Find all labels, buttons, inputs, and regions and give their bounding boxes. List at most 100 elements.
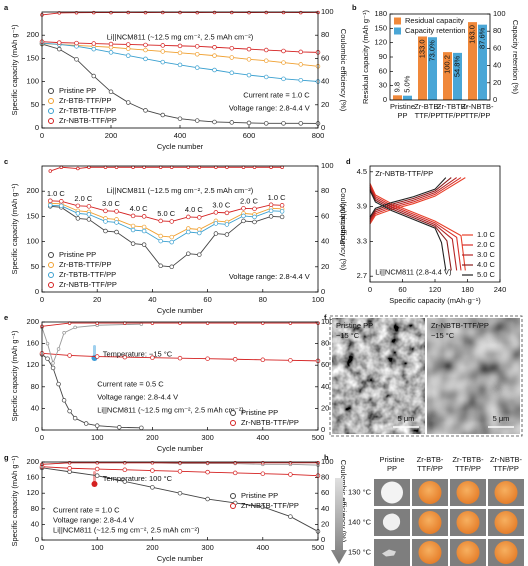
bar-value-label: 54.8%	[452, 56, 461, 78]
bar	[428, 37, 437, 100]
data-point	[62, 331, 66, 335]
y2-tick-label: 60	[321, 211, 329, 220]
x-tick-label: 60	[203, 295, 211, 304]
column-header: PP	[387, 464, 397, 473]
rate-label: 3.0 C	[102, 199, 121, 208]
data-point	[48, 198, 53, 204]
series-line	[369, 177, 466, 271]
data-point	[260, 471, 266, 476]
data-point	[158, 238, 163, 244]
legend-marker	[48, 272, 54, 278]
data-point	[114, 229, 119, 235]
data-point	[150, 468, 155, 473]
separator-disc	[381, 481, 403, 504]
data-point	[122, 467, 128, 473]
y2-tick-label: 80	[321, 339, 329, 348]
data-point	[122, 479, 128, 484]
data-point	[75, 203, 81, 209]
data-point	[241, 218, 246, 224]
y2-tick-label: 100	[321, 161, 334, 170]
y2-tick-label: 20	[321, 100, 329, 109]
x-tick-label: 240	[494, 285, 507, 294]
sem-image	[332, 318, 425, 434]
y-tick-label: 120	[26, 488, 39, 497]
y-tick-label: 100	[26, 237, 39, 246]
data-point	[213, 210, 219, 215]
x-tick-label: 100	[91, 433, 104, 442]
y-tick-label: 0	[35, 123, 39, 132]
series-line	[369, 177, 458, 271]
category-label: Zr-BTB-	[414, 102, 441, 111]
panel-label: g	[4, 453, 9, 462]
data-point	[298, 121, 304, 126]
y2-tick-label: 80	[321, 473, 329, 482]
plot-frame	[41, 165, 319, 293]
separator-disc	[456, 481, 480, 504]
data-point	[59, 203, 64, 209]
separator-disc	[456, 511, 480, 534]
data-point	[177, 355, 183, 361]
bar-value-label: 5.0%	[402, 75, 411, 92]
panel-label: d	[346, 157, 351, 166]
data-point	[169, 219, 174, 224]
legend-label: Pristine PP	[59, 250, 96, 259]
data-point	[125, 46, 131, 51]
y-tick-label: 0	[383, 95, 387, 104]
data-point	[229, 120, 235, 125]
legend-marker	[230, 420, 236, 426]
panel-label: c	[4, 157, 8, 166]
bar	[443, 52, 452, 100]
legend-label: Zr-NBTB-TTF/PP	[59, 280, 117, 289]
data-point	[160, 49, 166, 54]
y2-tick-label: 60	[321, 360, 329, 369]
scale-bar-label: 5 μm	[493, 414, 510, 423]
legend-label: Zr-TBTB-TTF/PP	[59, 106, 116, 115]
plot-frame	[369, 165, 501, 283]
plot-frame	[389, 13, 491, 101]
data-point	[141, 242, 147, 247]
panel-label: f	[324, 313, 327, 322]
data-point	[56, 347, 61, 351]
x-tick-label: 120	[429, 285, 442, 294]
data-point	[241, 206, 246, 211]
data-point	[126, 10, 130, 15]
separator-disc	[494, 511, 518, 534]
data-point	[212, 10, 217, 15]
annotation: Li||NCM811 (~12.5 mg cm⁻², 2.5 mAh cm⁻²)	[53, 526, 200, 535]
data-point	[160, 59, 166, 65]
data-point	[130, 223, 136, 229]
y2-axis-label: Coulombic efficiency (%)	[339, 460, 348, 543]
sem-caption: −15 °C	[431, 331, 455, 340]
data-point	[160, 43, 166, 48]
annotation: Li||NCM811 (~12.5 mg cm⁻², 2.5 mAh cm⁻²)	[97, 406, 244, 415]
legend-marker	[230, 410, 236, 416]
data-point	[264, 121, 269, 126]
y2-tick-label: 100	[493, 9, 506, 18]
legend-marker	[230, 493, 236, 499]
data-point	[91, 73, 96, 79]
rate-label: 3.0 C	[212, 200, 231, 209]
data-point	[74, 40, 79, 46]
data-point	[125, 53, 131, 58]
data-point	[186, 214, 191, 220]
y-tick-label: 4.5	[357, 167, 367, 176]
y2-tick-label: 0	[493, 95, 497, 104]
separator-disc	[418, 511, 442, 534]
data-point	[48, 169, 53, 173]
annotation: Li||NCM811 (~12.5 mg cm⁻², 2.5 mAh cm⁻²)	[107, 186, 254, 195]
y-tick-label: 40	[31, 519, 39, 528]
y-tick-label: 80	[31, 504, 39, 513]
column-header: TTF/PP	[493, 464, 519, 473]
data-point	[205, 496, 210, 502]
data-point	[141, 224, 147, 230]
data-point	[73, 325, 77, 330]
x-tick-label: 20	[93, 295, 101, 304]
panel-label: h	[324, 453, 329, 462]
legend-label: Pristine PP	[59, 86, 96, 95]
data-point	[229, 55, 235, 60]
legend-marker	[48, 98, 54, 104]
x-tick-label: 300	[201, 543, 214, 552]
rate-label: 1.0 C	[268, 193, 287, 202]
data-point	[67, 408, 72, 414]
